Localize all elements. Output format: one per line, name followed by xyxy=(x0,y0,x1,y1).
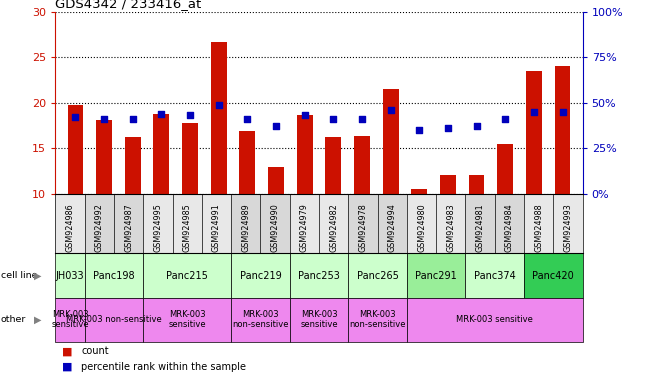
Point xyxy=(357,116,367,122)
Point xyxy=(99,116,109,122)
Text: GSM924987: GSM924987 xyxy=(124,203,133,252)
Text: cell line: cell line xyxy=(1,271,37,280)
Text: Panc198: Panc198 xyxy=(93,270,135,281)
Point xyxy=(471,123,482,129)
Text: GSM924993: GSM924993 xyxy=(564,203,572,252)
Bar xyxy=(297,116,312,194)
Text: Panc420: Panc420 xyxy=(533,270,574,281)
Text: GSM924995: GSM924995 xyxy=(154,203,162,252)
Point xyxy=(128,116,138,122)
Text: MRK-003
non-sensitive: MRK-003 non-sensitive xyxy=(350,310,406,329)
Bar xyxy=(182,123,198,194)
Text: Panc265: Panc265 xyxy=(357,270,398,281)
Bar xyxy=(411,189,427,194)
Text: GSM924982: GSM924982 xyxy=(329,203,338,252)
Bar xyxy=(68,106,83,194)
Text: GDS4342 / 233416_at: GDS4342 / 233416_at xyxy=(55,0,202,10)
Point xyxy=(271,123,281,129)
Text: GSM924986: GSM924986 xyxy=(66,203,74,252)
Text: GSM924981: GSM924981 xyxy=(476,203,484,252)
Bar xyxy=(268,167,284,194)
Point xyxy=(185,113,195,119)
Text: GSM924980: GSM924980 xyxy=(417,203,426,252)
Point xyxy=(500,116,510,122)
Text: MRK-003
sensitive: MRK-003 sensitive xyxy=(51,310,89,329)
Text: MRK-003
sensitive: MRK-003 sensitive xyxy=(169,310,206,329)
Text: GSM924978: GSM924978 xyxy=(359,203,367,252)
Point xyxy=(328,116,339,122)
Point xyxy=(414,127,424,133)
Bar xyxy=(96,120,112,194)
Bar xyxy=(211,41,227,194)
Point xyxy=(70,114,81,121)
Text: GSM924990: GSM924990 xyxy=(271,203,279,252)
Bar xyxy=(469,175,484,194)
Text: MRK-003 sensitive: MRK-003 sensitive xyxy=(456,315,533,324)
Text: GSM924985: GSM924985 xyxy=(183,203,191,252)
Text: ▶: ▶ xyxy=(34,270,42,281)
Bar xyxy=(240,131,255,194)
Bar xyxy=(154,114,169,194)
Text: Panc253: Panc253 xyxy=(298,270,340,281)
Text: GSM924994: GSM924994 xyxy=(388,203,396,252)
Bar xyxy=(526,71,542,194)
Bar xyxy=(125,137,141,194)
Text: GSM924988: GSM924988 xyxy=(534,203,543,252)
Point xyxy=(443,125,453,131)
Text: Panc219: Panc219 xyxy=(240,270,281,281)
Text: GSM924989: GSM924989 xyxy=(242,203,250,252)
Text: GSM924983: GSM924983 xyxy=(447,203,455,252)
Bar xyxy=(555,66,570,194)
Text: GSM924984: GSM924984 xyxy=(505,203,514,252)
Text: GSM924979: GSM924979 xyxy=(300,203,309,252)
Text: ■: ■ xyxy=(62,346,72,356)
Point xyxy=(529,109,539,115)
Text: count: count xyxy=(81,346,109,356)
Point xyxy=(214,101,224,108)
Bar xyxy=(354,136,370,194)
Text: GSM924992: GSM924992 xyxy=(95,203,104,252)
Text: Panc291: Panc291 xyxy=(415,270,457,281)
Point xyxy=(557,109,568,115)
Text: JH033: JH033 xyxy=(56,270,84,281)
Bar xyxy=(326,137,341,194)
Bar xyxy=(440,175,456,194)
Bar xyxy=(383,89,398,194)
Point xyxy=(242,116,253,122)
Text: MRK-003
non-sensitive: MRK-003 non-sensitive xyxy=(232,310,288,329)
Bar xyxy=(497,144,513,194)
Text: MRK-003 non-sensitive: MRK-003 non-sensitive xyxy=(66,315,162,324)
Text: Panc374: Panc374 xyxy=(474,270,516,281)
Text: other: other xyxy=(1,315,26,324)
Text: percentile rank within the sample: percentile rank within the sample xyxy=(81,362,246,372)
Text: GSM924991: GSM924991 xyxy=(212,203,221,252)
Text: ■: ■ xyxy=(62,362,72,372)
Point xyxy=(299,113,310,119)
Text: Panc215: Panc215 xyxy=(166,270,208,281)
Point xyxy=(156,111,167,117)
Text: ▶: ▶ xyxy=(34,314,42,325)
Text: MRK-003
sensitive: MRK-003 sensitive xyxy=(300,310,338,329)
Point xyxy=(385,107,396,113)
